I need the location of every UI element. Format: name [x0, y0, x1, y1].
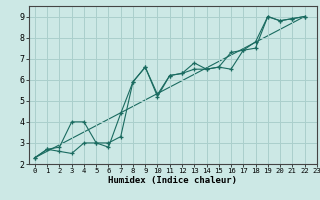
X-axis label: Humidex (Indice chaleur): Humidex (Indice chaleur): [108, 176, 237, 185]
